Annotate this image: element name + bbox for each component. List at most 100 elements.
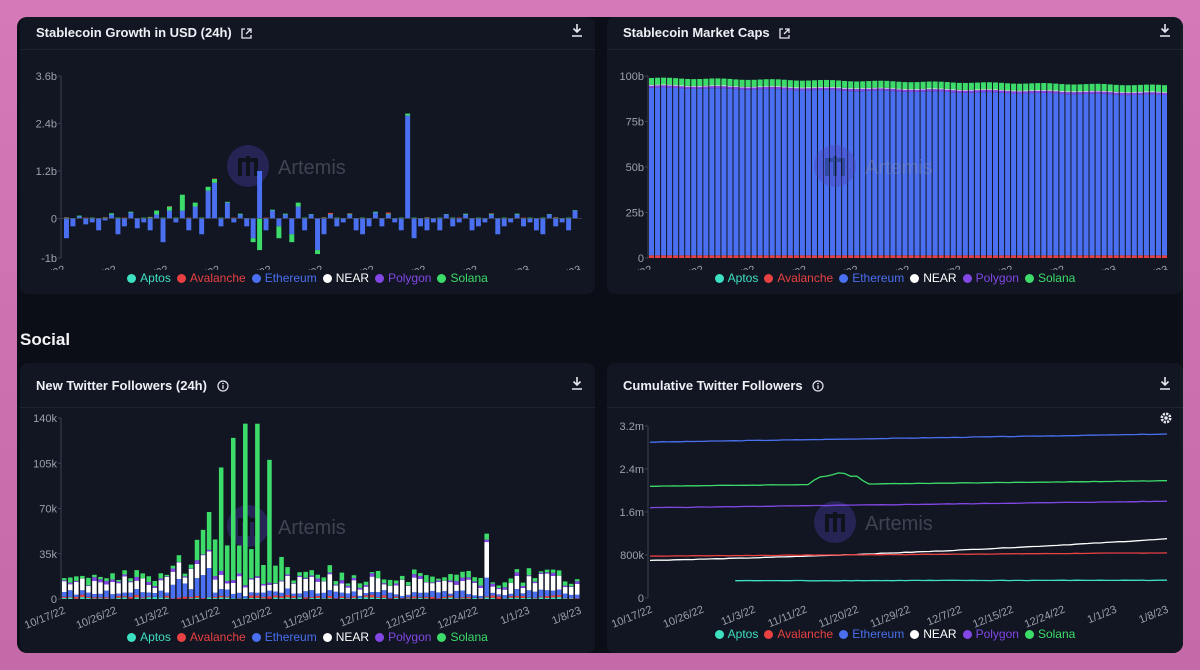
bar-segment	[116, 595, 121, 598]
external-link-icon[interactable]	[241, 27, 253, 42]
bar-segment	[709, 255, 715, 258]
bar-segment	[476, 218, 481, 227]
bar-segment	[568, 586, 574, 587]
bar-segment	[926, 255, 932, 258]
bar-segment	[781, 86, 787, 88]
bar-segment	[715, 86, 721, 89]
legend-item-polygon[interactable]: Polygon	[962, 271, 1019, 285]
legend-dot-icon	[1024, 630, 1034, 639]
legend-item-near[interactable]: NEAR	[910, 627, 957, 641]
download-icon[interactable]	[571, 376, 583, 395]
bar-segment	[562, 598, 568, 599]
bar-segment	[932, 89, 938, 92]
bar-segment	[147, 218, 153, 231]
legend-item-ethereum[interactable]: Ethereum	[839, 271, 904, 285]
legend-item-ethereum[interactable]: Ethereum	[839, 627, 904, 641]
series-line-ethereum	[650, 433, 1168, 443]
bar-segment	[574, 594, 580, 599]
bar-segment	[830, 255, 836, 258]
bar-segment	[520, 585, 526, 588]
bar-segment	[661, 77, 667, 85]
legend-item-avalanche[interactable]: Avalanche	[764, 271, 833, 285]
bar-segment	[405, 115, 411, 219]
bar-segment	[460, 590, 465, 598]
legend-label: Solana	[1037, 627, 1076, 641]
legend-item-aptos[interactable]: Aptos	[714, 271, 758, 285]
bar-segment	[902, 82, 908, 90]
download-icon[interactable]	[1159, 23, 1171, 42]
bar-segment	[817, 89, 824, 256]
info-icon[interactable]	[216, 380, 229, 395]
bar-segment	[495, 218, 501, 235]
bar-segment	[472, 581, 477, 583]
bar-segment	[472, 595, 477, 598]
bar-segment	[164, 597, 170, 599]
bar-segment	[405, 585, 411, 595]
x-tick-label: 12/7/22	[925, 604, 964, 629]
legend-item-solana[interactable]: Solana	[437, 271, 488, 285]
bar-segment	[1005, 93, 1011, 256]
bar-segment	[1023, 91, 1029, 94]
bar-segment	[1101, 93, 1107, 256]
legend-item-near[interactable]: NEAR	[910, 271, 957, 285]
bar-segment	[188, 598, 194, 599]
legend-item-avalanche[interactable]: Avalanche	[176, 271, 246, 285]
bar-segment	[556, 570, 562, 576]
legend-item-near[interactable]: NEAR	[322, 630, 369, 644]
bar-segment	[164, 576, 170, 593]
legend-item-avalanche[interactable]: Avalanche	[764, 627, 833, 641]
bar-segment	[257, 170, 263, 219]
gear-icon[interactable]	[1159, 411, 1173, 430]
bar-segment	[709, 78, 715, 86]
bar-segment	[1071, 91, 1077, 93]
legend-item-polygon[interactable]: Polygon	[375, 271, 431, 285]
bar-segment	[249, 597, 254, 599]
card-header: Stablecoin Market Caps	[607, 17, 1183, 50]
legend-item-aptos[interactable]: Aptos	[127, 271, 171, 285]
bar-segment	[805, 90, 811, 256]
legend-dot-icon	[127, 274, 137, 283]
bar-segment	[68, 597, 73, 599]
bar-segment	[279, 592, 284, 597]
stablecoin-growth-card: Stablecoin Growth in USD (24h) 3.6b 2.4b 1…	[20, 17, 595, 294]
bar-segment	[345, 583, 351, 586]
bar-segment	[824, 79, 830, 87]
bar-segment	[508, 583, 514, 594]
legend-item-aptos[interactable]: Aptos	[714, 627, 758, 641]
bar-segment	[787, 255, 793, 258]
legend-item-polygon[interactable]: Polygon	[375, 630, 431, 644]
bar-segment	[86, 597, 91, 599]
bar-segment	[920, 81, 926, 89]
bar-segment	[992, 92, 999, 256]
legend-item-aptos[interactable]: Aptos	[127, 630, 171, 644]
bar-segment	[249, 549, 254, 579]
bar-segment	[667, 255, 673, 258]
legend-item-ethereum[interactable]: Ethereum	[251, 271, 317, 285]
x-tick-label: 12/18/22	[384, 264, 428, 270]
legend-item-polygon[interactable]: Polygon	[962, 627, 1019, 641]
legend-item-near[interactable]: NEAR	[322, 271, 369, 285]
legend-item-avalanche[interactable]: Avalanche	[176, 630, 246, 644]
legend-item-solana[interactable]: Solana	[437, 630, 488, 644]
section-title-social: Social	[20, 330, 71, 349]
bar-segment	[679, 86, 685, 89]
external-link-icon[interactable]	[779, 27, 790, 42]
bar-segment	[140, 592, 145, 598]
bar-segment	[1137, 255, 1143, 258]
bar-segment	[550, 595, 556, 598]
bar-segment	[315, 597, 320, 599]
download-icon[interactable]	[1159, 376, 1171, 395]
legend-item-solana[interactable]: Solana	[1024, 627, 1076, 641]
download-icon[interactable]	[571, 23, 583, 42]
legend-dot-icon	[375, 274, 385, 283]
bar-segment	[866, 87, 872, 89]
x-tick-label: 11/3/22	[133, 605, 171, 630]
bar-segment	[1059, 90, 1065, 92]
bar-segment	[1053, 90, 1059, 92]
info-icon[interactable]	[812, 380, 824, 395]
bar-segment	[393, 583, 399, 586]
bar-segment	[80, 575, 85, 579]
bar-segment	[206, 551, 212, 569]
legend-item-ethereum[interactable]: Ethereum	[251, 630, 317, 644]
legend-item-solana[interactable]: Solana	[1024, 271, 1075, 285]
